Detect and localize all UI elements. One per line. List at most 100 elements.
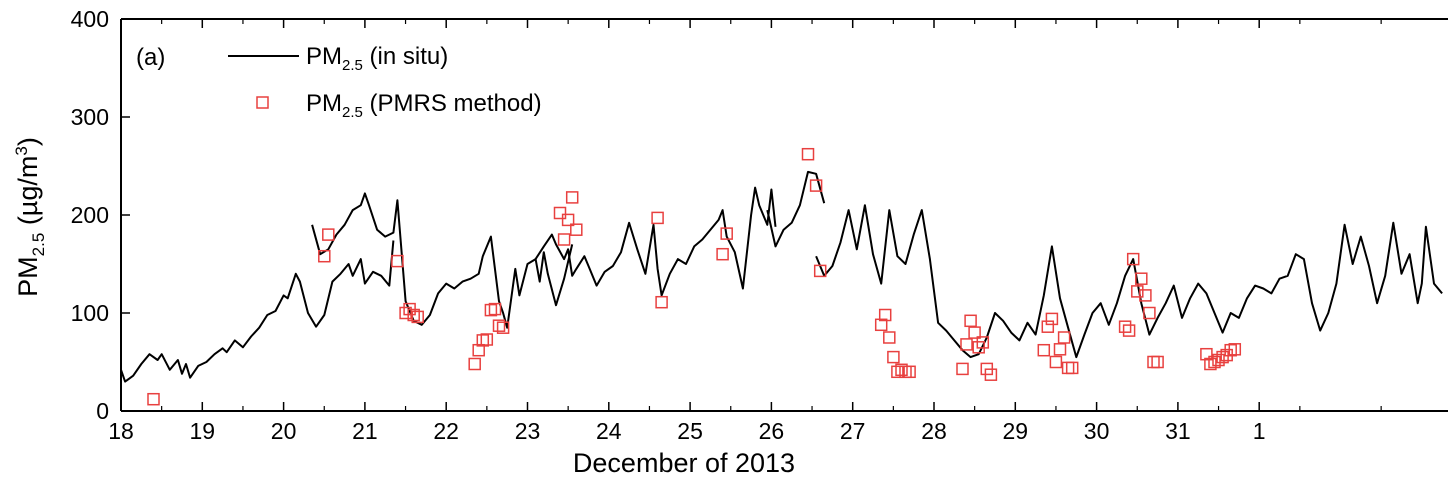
pmrs-data-point	[147, 392, 160, 406]
pmrs-data-point	[1057, 331, 1071, 344]
pmrs-data-point	[488, 302, 502, 316]
y-axis-title-base: PM	[13, 256, 43, 297]
in-situ-line-segment	[766, 170, 826, 248]
pmrs-data-point	[1122, 324, 1136, 337]
y-tick-label: 100	[71, 300, 109, 326]
x-tick-label: 23	[515, 418, 541, 444]
pmrs-data-point	[1200, 347, 1213, 361]
x-tick-label: 24	[596, 418, 622, 444]
x-axis-title: December of 2013	[573, 448, 795, 478]
pmrs-data-point	[716, 247, 729, 261]
pmrs-data-point	[1118, 320, 1132, 333]
legend-pmrs-base: PM	[306, 90, 342, 117]
pmrs-data-point	[1204, 357, 1217, 371]
pmrs-data-point	[1131, 285, 1144, 298]
legend-pmrs-sub: 2.5	[342, 104, 363, 121]
pmrs-data-point	[984, 368, 998, 381]
legend: PM2.5 (in situ) PM2.5 (PMRS method)	[228, 43, 542, 121]
pmrs-data-point	[813, 264, 827, 278]
in-situ-line-segment	[121, 240, 395, 383]
plot-area	[121, 147, 1443, 406]
pmrs-data-point	[1151, 355, 1164, 369]
pmrs-data-point	[895, 363, 908, 377]
pmrs-data-point	[801, 147, 815, 161]
axes	[120, 18, 1448, 412]
pmrs-data-point	[1143, 306, 1156, 320]
pmrs-data-point	[484, 303, 498, 317]
pmrs-data-point	[878, 308, 892, 322]
pmrs-data-point	[492, 319, 506, 332]
pmrs-data-point	[976, 336, 990, 349]
x-tick-label: 21	[352, 418, 378, 444]
y-axis-title-sub: 2.5	[29, 233, 48, 257]
y-axis-title-unit: (µg/m	[13, 156, 43, 233]
pmrs-data-point	[322, 228, 335, 241]
pmrs-data-point	[809, 179, 823, 192]
legend-in-situ-suffix: (in situ)	[363, 43, 448, 70]
pmrs-data-point	[411, 310, 424, 324]
pmrs-data-point	[391, 254, 404, 268]
y-axis-title-unit-sup: 3	[12, 146, 31, 155]
in-situ-line-segment	[815, 204, 1443, 359]
pmrs-data-point	[1041, 320, 1055, 333]
pmrs-data-point	[496, 321, 510, 334]
pmrs-data-point	[1224, 343, 1237, 357]
y-tick-label: 400	[71, 6, 109, 32]
legend-in-situ-sub: 2.5	[342, 57, 363, 74]
pmrs-data-point	[651, 211, 664, 225]
pmrs-data-point	[887, 350, 900, 364]
legend-in-situ-base: PM	[306, 43, 342, 70]
x-tick-label: 18	[108, 418, 134, 444]
pmrs-data-point	[561, 213, 575, 227]
pmrs-data-point	[1045, 312, 1059, 326]
pmrs-data-point	[1147, 355, 1160, 369]
pmrs-data-point	[1228, 343, 1242, 356]
x-tick-label: 27	[840, 418, 866, 444]
pmrs-data-point	[1049, 355, 1063, 369]
in-situ-line-segment	[534, 186, 777, 297]
pmrs-data-point	[1135, 272, 1148, 285]
pmrs-data-point	[553, 206, 567, 220]
legend-pmrs-suffix: (PMRS method)	[363, 90, 542, 117]
axis-ticks: 0 100 200 300 400 18 19 20 21 22 23 24 25 26 27 28 29 30 3…	[71, 6, 1382, 444]
pmrs-data-point	[557, 233, 571, 246]
pmrs-data-point	[1126, 252, 1140, 266]
pmrs-data-point	[1053, 343, 1067, 356]
pmrs-data-point	[720, 227, 733, 240]
pmrs-data-point	[1037, 343, 1051, 357]
in-situ-line-segment	[311, 192, 574, 329]
x-tick-label: 1	[1253, 418, 1266, 444]
x-tick-label: 26	[759, 418, 785, 444]
x-tick-label: 31	[1165, 418, 1191, 444]
y-tick-label: 0	[96, 398, 109, 424]
y-tick-label: 200	[71, 202, 109, 228]
pmrs-data-point	[472, 343, 485, 357]
pmrs-data-point	[655, 295, 668, 309]
pmrs-data-point	[565, 191, 579, 204]
pmrs-data-point	[891, 365, 904, 379]
pmrs-data-point	[480, 333, 494, 346]
pmrs-data-point	[968, 326, 981, 339]
pmrs-data-point	[1216, 350, 1229, 364]
pmrs-data-point	[874, 318, 888, 332]
pmrs-data-point	[956, 362, 969, 376]
x-tick-label: 29	[1003, 418, 1029, 444]
panel-label: (a)	[136, 44, 165, 71]
x-tick-label: 20	[271, 418, 297, 444]
pmrs-data-point	[883, 331, 896, 344]
pmrs-data-point	[318, 249, 331, 263]
y-tick-label: 300	[71, 104, 109, 130]
pmrs-data-point	[468, 357, 481, 371]
pmrs-data-point	[964, 314, 977, 328]
y-axis-title: PM2.5 (µg/m3)	[12, 137, 48, 297]
legend-square-marker	[256, 96, 269, 109]
pmrs-data-point	[570, 223, 583, 236]
pmrs-data-point	[1065, 361, 1079, 375]
x-tick-label: 19	[190, 418, 216, 444]
legend-label-pmrs: PM2.5 (PMRS method)	[306, 90, 542, 121]
y-axis-title-unit-close: )	[13, 137, 43, 146]
x-tick-label: 25	[677, 418, 703, 444]
legend-label-in-situ: PM2.5 (in situ)	[306, 43, 448, 74]
pmrs-data-point	[399, 306, 412, 320]
